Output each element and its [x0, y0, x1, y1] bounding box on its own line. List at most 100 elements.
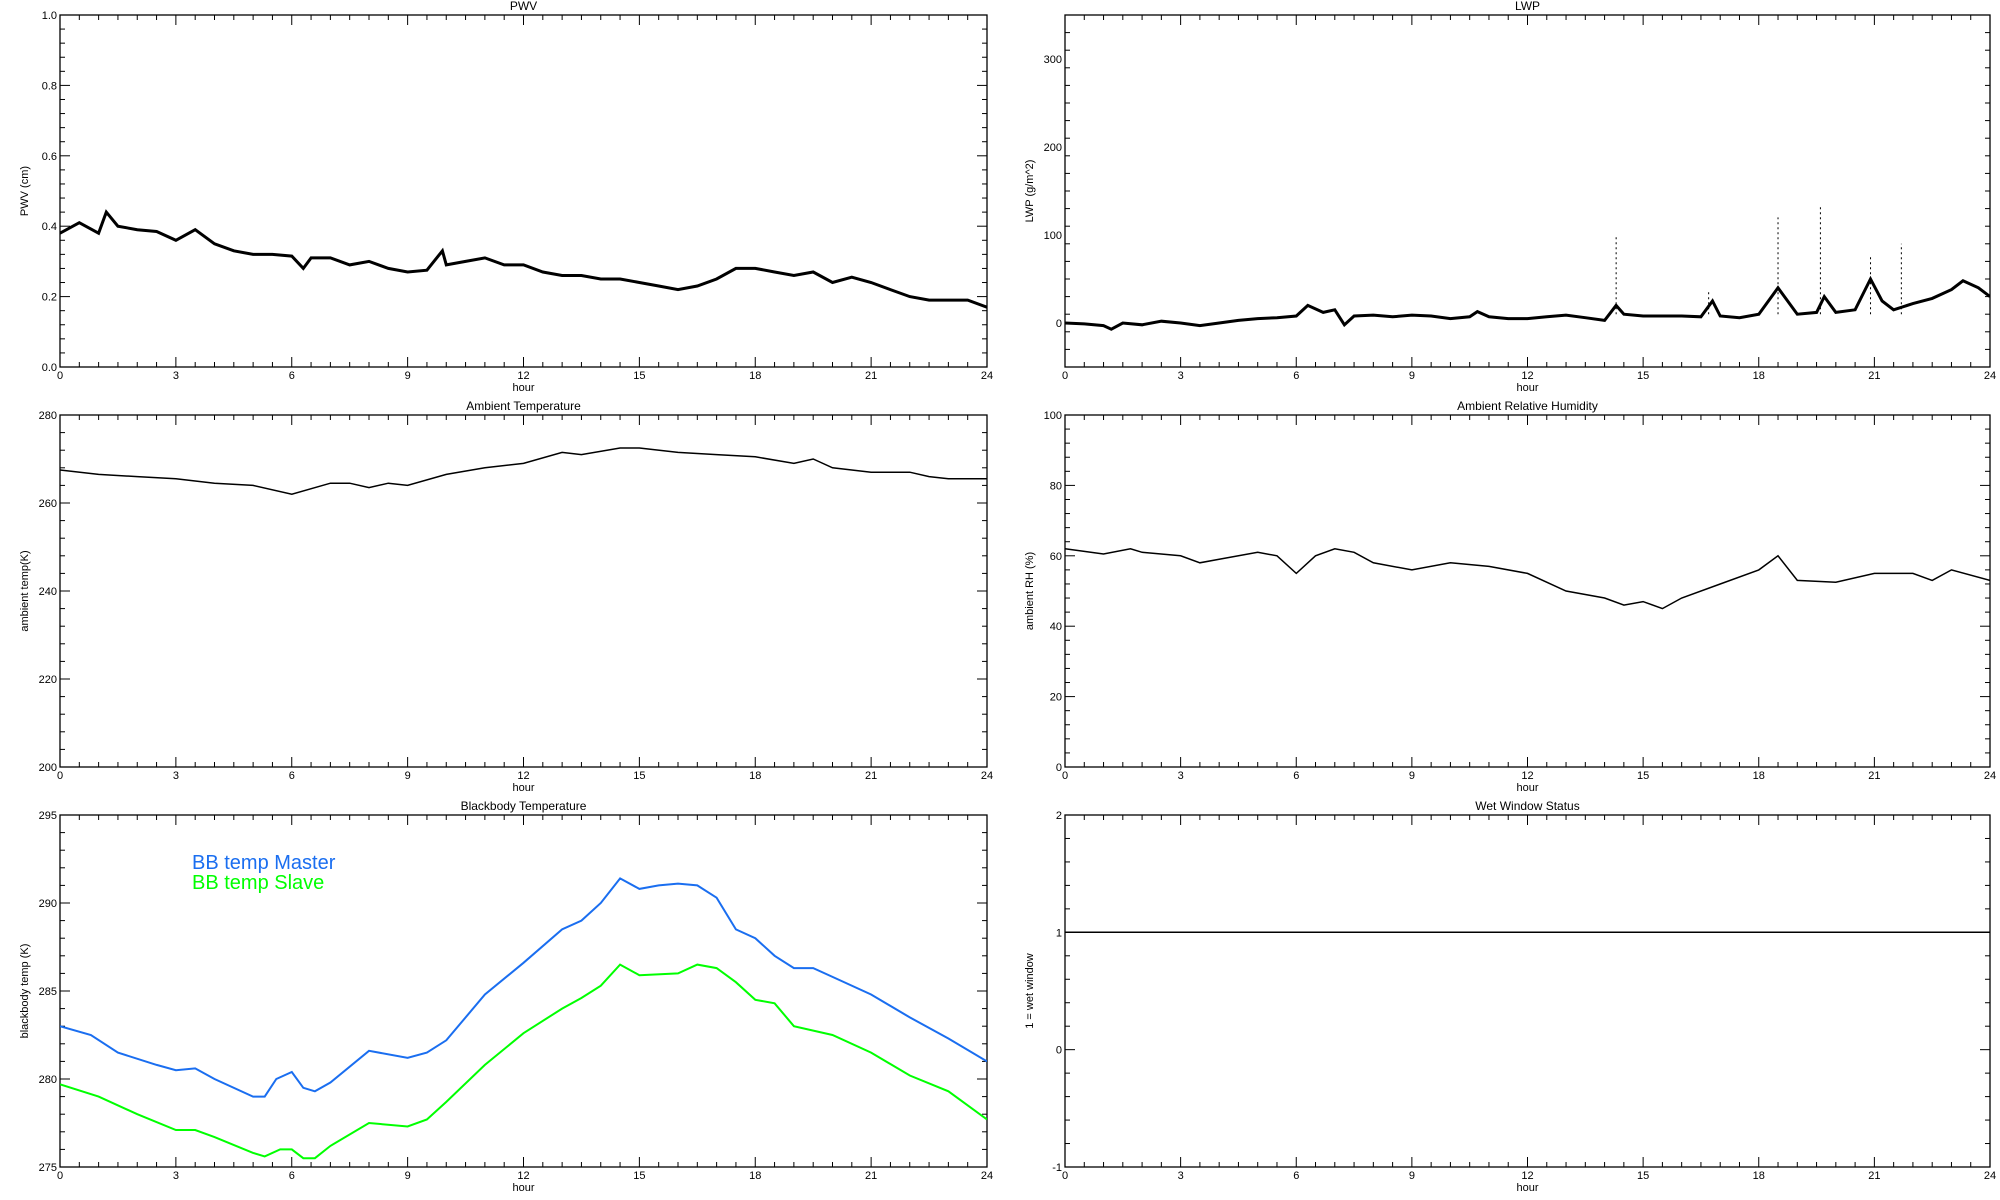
x-axis-label: hour: [1516, 782, 1538, 794]
x-tick-label: 24: [1984, 1170, 1996, 1182]
plot-frame: [1064, 814, 1991, 1168]
y-tick-label: 0.2: [42, 292, 57, 304]
x-tick-label: 0: [57, 1170, 63, 1182]
x-tick-label: 18: [1753, 370, 1765, 382]
x-tick-label: 12: [517, 1170, 529, 1182]
y-tick-label: 100: [1044, 410, 1062, 422]
chart-pwv: PWV 0 3 6 9 12 15 18 21 24 hour 0.0 0.2 0.4 0.6 0.8 1.0 P…: [19, 0, 993, 394]
y-tick-label: 100: [1044, 230, 1062, 242]
x-tick-label: 12: [1521, 1170, 1533, 1182]
x-tick-label: 6: [1293, 1170, 1299, 1182]
x-tick-label: 24: [1984, 770, 1996, 782]
chart-bbtemp: Blackbody Temperature 0 3 6 9 12 15 18 21 24 hour 2…: [19, 799, 993, 1194]
x-tick-label: 15: [633, 1170, 645, 1182]
x-tick-label: 6: [1293, 770, 1299, 782]
y-tick-label: 20: [1050, 692, 1062, 704]
y-tick-label: 300: [1044, 54, 1062, 66]
x-tick-label: 18: [749, 1170, 761, 1182]
x-tick-label: 24: [981, 1170, 993, 1182]
legend-entry: BB temp Slave: [192, 872, 324, 894]
x-axis-label: hour: [1516, 1182, 1538, 1194]
x-tick-label: 21: [865, 770, 877, 782]
y-axis-label: ambient RH (%): [1024, 552, 1036, 630]
x-tick-label: 0: [1062, 1170, 1068, 1182]
series-line-lwp: [1065, 275, 1990, 331]
series-line-bb-temp-slave: [60, 963, 987, 1160]
y-tick-label: 275: [39, 1162, 57, 1174]
plot-frame: [1064, 14, 1991, 368]
x-tick-label: 0: [1062, 370, 1068, 382]
x-tick-label: 0: [57, 770, 63, 782]
x-tick-label: 9: [1409, 1170, 1415, 1182]
x-axis-label: hour: [512, 782, 534, 794]
chart-rh: Ambient Relative Humidity 0 3 6 9 12 15 18 21 24 h…: [1024, 399, 1996, 794]
x-tick-label: 12: [517, 370, 529, 382]
y-tick-label: 0.4: [42, 221, 57, 233]
y-tick-label: 200: [39, 762, 57, 774]
y-tick-label: 290: [39, 898, 57, 910]
x-tick-label: 3: [173, 770, 179, 782]
x-tick-label: 21: [1868, 370, 1880, 382]
x-axis-label: hour: [512, 382, 534, 394]
chart-title: Ambient Relative Humidity: [1457, 399, 1598, 413]
y-tick-label: 285: [39, 986, 57, 998]
x-tick-label: 9: [405, 370, 411, 382]
y-tick-label: 220: [39, 674, 57, 686]
y-tick-label: 1.0: [42, 10, 57, 22]
x-tick-label: 24: [1984, 370, 1996, 382]
y-tick-label: 0.0: [42, 362, 57, 374]
y-axis-label: PWV (cm): [19, 166, 31, 216]
y-tick-label: 80: [1050, 480, 1062, 492]
x-tick-label: 21: [1868, 1170, 1880, 1182]
x-tick-label: 9: [1409, 770, 1415, 782]
x-tick-label: 18: [1753, 1170, 1765, 1182]
x-tick-label: 3: [173, 370, 179, 382]
x-tick-label: 15: [1637, 370, 1649, 382]
y-tick-label: 0: [1056, 318, 1062, 330]
y-tick-label: 40: [1050, 621, 1062, 633]
y-tick-label: 240: [39, 586, 57, 598]
y-tick-label: 0.6: [42, 151, 57, 163]
chart-lwp: LWP 0 3 6 9 12 15 18 21 24 hour 0 100 200 300 LWP (g/m^…: [1024, 0, 1996, 394]
x-tick-label: 9: [405, 1170, 411, 1182]
x-tick-label: 15: [1637, 1170, 1649, 1182]
x-tick-label: 12: [517, 770, 529, 782]
plot-frame: [59, 14, 988, 368]
y-axis-label: ambient temp(K): [19, 550, 31, 631]
x-tick-label: 18: [1753, 770, 1765, 782]
x-tick-label: 21: [865, 1170, 877, 1182]
x-tick-label: 3: [173, 1170, 179, 1182]
chart-title: Blackbody Temperature: [461, 799, 587, 813]
x-tick-label: 12: [1521, 770, 1533, 782]
chart-title: LWP: [1515, 0, 1540, 13]
x-tick-label: 3: [1178, 370, 1184, 382]
x-tick-label: 15: [1637, 770, 1649, 782]
x-axis-label: hour: [512, 1182, 534, 1194]
y-tick-label: 60: [1050, 551, 1062, 563]
y-tick-label: 295: [39, 810, 57, 822]
series-line-ambient-rh: [1065, 548, 1990, 610]
x-tick-label: 21: [1868, 770, 1880, 782]
legend-entry: BB temp Master: [192, 852, 336, 874]
y-tick-label: 200: [1044, 142, 1062, 154]
chart-title: Wet Window Status: [1475, 799, 1579, 813]
x-tick-label: 9: [1409, 370, 1415, 382]
y-tick-label: -1: [1052, 1162, 1062, 1174]
y-axis-label: 1 = wet window: [1024, 953, 1036, 1029]
y-tick-label: 260: [39, 498, 57, 510]
chart-title: PWV: [510, 0, 537, 13]
plot-frame: [1064, 414, 1991, 768]
y-tick-label: 280: [39, 1074, 57, 1086]
y-tick-label: 2: [1056, 810, 1062, 822]
y-tick-label: 0: [1056, 1045, 1062, 1057]
x-tick-label: 24: [981, 770, 993, 782]
y-axis-label: blackbody temp (K): [19, 944, 31, 1039]
x-tick-label: 15: [633, 370, 645, 382]
x-tick-label: 24: [981, 370, 993, 382]
x-tick-label: 0: [57, 370, 63, 382]
x-tick-label: 0: [1062, 770, 1068, 782]
chart-ambtemp: Ambient Temperature 0 3 6 9 12 15 18 21 24 hour 200…: [19, 399, 993, 794]
y-tick-label: 1: [1056, 927, 1062, 939]
